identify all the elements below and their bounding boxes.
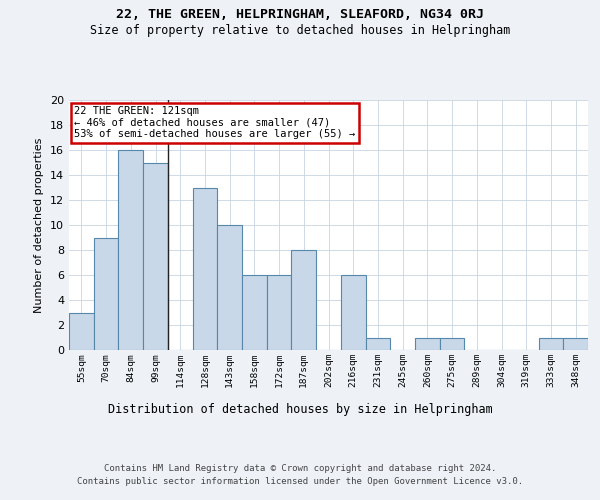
Y-axis label: Number of detached properties: Number of detached properties bbox=[34, 138, 44, 312]
Bar bbox=[440, 338, 464, 350]
Bar bbox=[242, 275, 267, 350]
Bar bbox=[539, 338, 563, 350]
Bar bbox=[193, 188, 217, 350]
Text: 22 THE GREEN: 121sqm
← 46% of detached houses are smaller (47)
53% of semi-detac: 22 THE GREEN: 121sqm ← 46% of detached h… bbox=[74, 106, 355, 140]
Bar bbox=[69, 312, 94, 350]
Bar bbox=[292, 250, 316, 350]
Bar bbox=[118, 150, 143, 350]
Text: Contains public sector information licensed under the Open Government Licence v3: Contains public sector information licen… bbox=[77, 478, 523, 486]
Text: Distribution of detached houses by size in Helpringham: Distribution of detached houses by size … bbox=[107, 402, 493, 415]
Bar bbox=[341, 275, 365, 350]
Bar bbox=[94, 238, 118, 350]
Bar bbox=[563, 338, 588, 350]
Bar bbox=[365, 338, 390, 350]
Bar bbox=[217, 225, 242, 350]
Bar bbox=[267, 275, 292, 350]
Text: Size of property relative to detached houses in Helpringham: Size of property relative to detached ho… bbox=[90, 24, 510, 37]
Text: Contains HM Land Registry data © Crown copyright and database right 2024.: Contains HM Land Registry data © Crown c… bbox=[104, 464, 496, 473]
Bar bbox=[143, 162, 168, 350]
Bar bbox=[415, 338, 440, 350]
Text: 22, THE GREEN, HELPRINGHAM, SLEAFORD, NG34 0RJ: 22, THE GREEN, HELPRINGHAM, SLEAFORD, NG… bbox=[116, 8, 484, 20]
